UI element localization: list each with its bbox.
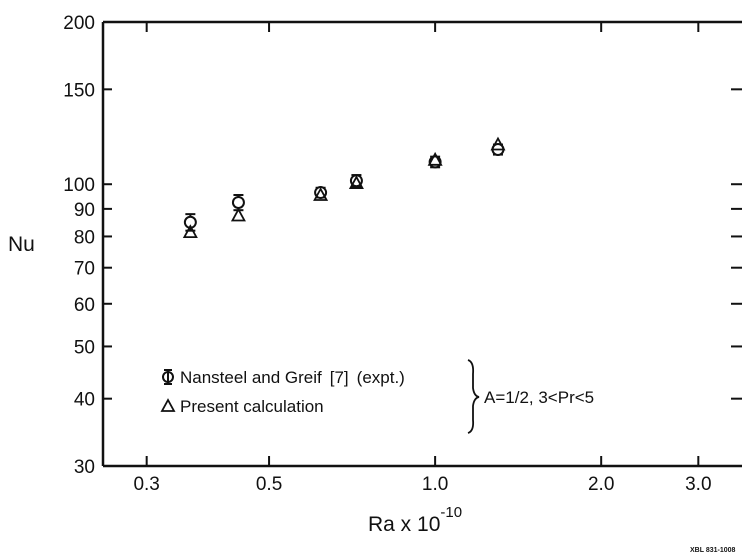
y-tick-label: 70 <box>74 259 95 280</box>
expt-point <box>183 213 197 232</box>
legend-expt-label: Nansteel and Greif [7] (expt.) <box>180 368 405 387</box>
x-axis-label-base: Ra x 10 <box>368 513 440 536</box>
x-tick-label: 0.5 <box>256 474 282 495</box>
legend-brace <box>467 359 480 434</box>
y-tick-label: 50 <box>74 337 95 358</box>
calc-point-triangle <box>313 187 329 201</box>
y-tick-label: 60 <box>74 295 95 316</box>
expt-point-circle <box>231 195 245 209</box>
y-tick-label: 40 <box>74 390 95 411</box>
parameter-annotation: A=1/2, 3<Pr<5 <box>484 388 594 407</box>
calc-point-triangle <box>427 151 443 166</box>
x-axis-label: Ra x 10-10 <box>368 504 462 536</box>
y-tick-label: 100 <box>63 175 95 196</box>
y-tick-label: 150 <box>63 80 95 101</box>
figure-id-stamp: XBL 831-1008 <box>690 547 736 554</box>
legend-calc-label: Present calculation <box>180 397 324 416</box>
calc-point-triangle <box>348 175 364 189</box>
x-axis-label-exponent: -10 <box>440 504 462 521</box>
legend-expt-marker <box>162 369 174 385</box>
x-tick-label: 3.0 <box>685 474 711 495</box>
data-points <box>182 136 506 239</box>
y-tick-label: 30 <box>74 457 95 478</box>
y-tick-label: 90 <box>74 200 95 221</box>
y-tick-label: 200 <box>63 13 95 34</box>
x-tick-label: 0.3 <box>133 474 159 495</box>
plot-frame <box>101 20 742 468</box>
calc-point-triangle <box>490 136 506 151</box>
x-tick-label: 2.0 <box>588 474 614 495</box>
legend-expt-note: (expt.) <box>357 368 405 387</box>
legend-expt-ref: [7] <box>330 368 349 387</box>
x-tick-label: 1.0 <box>422 474 448 495</box>
y-axis-label: Nu <box>8 233 35 256</box>
legend-calc-marker <box>160 398 176 412</box>
calc-point-triangle <box>182 224 198 239</box>
calc-point-triangle <box>230 207 246 222</box>
y-tick-label: 80 <box>74 227 95 248</box>
legend: Nansteel and Greif [7] (expt.) Present cal… <box>160 359 594 434</box>
legend-expt-name: Nansteel and Greif <box>180 368 322 387</box>
y-axis-ticks: 30 40 50 60 70 80 90 100 150 200 <box>63 13 742 478</box>
x-axis-ticks: 0.3 0.5 1.0 2.0 3.0 <box>133 22 712 495</box>
